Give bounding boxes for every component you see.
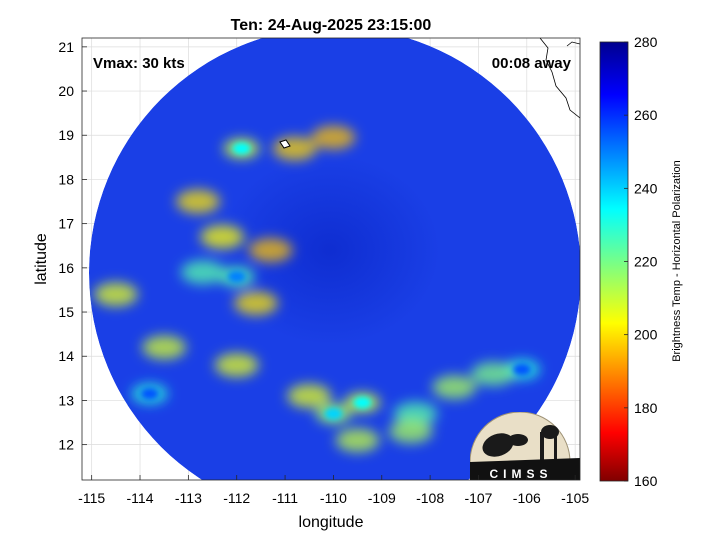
colorbar-tick-label: 240 <box>634 180 658 196</box>
x-tick-label: -106 <box>513 490 541 506</box>
x-tick-label: -111 <box>272 490 298 506</box>
colorbar-tick-label: 220 <box>634 254 658 270</box>
chart-title: Ten: 24-Aug-2025 23:15:00 <box>231 17 432 34</box>
cloud-feature <box>176 189 221 214</box>
x-tick-label: -114 <box>127 490 154 506</box>
cold-cloud-core <box>324 407 343 420</box>
cloud-feature <box>248 238 293 263</box>
cloud-feature <box>388 419 433 444</box>
cloud-feature <box>142 335 187 360</box>
x-tick-label: -107 <box>464 490 492 506</box>
y-tick-label: 19 <box>58 127 74 143</box>
x-tick-label: -115 <box>78 490 105 506</box>
logo-text: CIMSS <box>489 467 552 481</box>
y-tick-label: 12 <box>58 437 74 453</box>
cold-cloud-core <box>232 142 251 155</box>
cloud-feature <box>335 428 380 453</box>
cloud-feature <box>287 384 332 409</box>
y-tick-label: 14 <box>58 348 74 364</box>
cold-cloud-core <box>353 396 372 409</box>
colorbar-tick-label: 200 <box>634 327 658 343</box>
y-tick-label: 16 <box>58 260 74 276</box>
y-tick-label: 21 <box>58 39 74 55</box>
x-tick-label: -113 <box>175 490 202 506</box>
x-tick-label: -109 <box>368 490 396 506</box>
x-axis-label: longitude <box>299 514 364 531</box>
cloud-feature <box>93 282 138 307</box>
y-tick-label: 18 <box>58 171 74 187</box>
cloud-feature <box>214 353 259 378</box>
cloud-feature <box>180 260 225 285</box>
cold-cloud-core <box>512 363 531 376</box>
cold-cloud-core <box>140 387 159 400</box>
x-tick-label: -112 <box>223 490 250 506</box>
cloud-feature <box>470 361 515 386</box>
cold-cloud-core <box>227 270 246 283</box>
island-outline <box>279 139 291 149</box>
x-tick-label: -105 <box>561 490 589 506</box>
colorbar-tick-label: 280 <box>634 34 658 50</box>
y-tick-label: 13 <box>58 392 74 408</box>
colorbar-label: Brightness Temp - Horizontal Polarizatio… <box>671 160 683 362</box>
x-tick-label: -110 <box>320 490 347 506</box>
colorbar-tick-label: 180 <box>634 400 658 416</box>
colorbar-tick-label: 160 <box>634 473 658 489</box>
brightness-temp-swath <box>89 38 580 480</box>
vmax-label: Vmax: 30 kts <box>93 55 185 72</box>
cloud-feature <box>234 291 279 316</box>
x-axis: -115 -114 -113 -112 -111 -110 -109 -108 -107 -106… <box>78 475 589 506</box>
cimss-logo: CIMSS <box>470 412 580 481</box>
y-tick-label: 17 <box>58 216 74 232</box>
cloud-feature <box>272 136 317 161</box>
y-axis-label: latitude <box>33 233 50 285</box>
y-axis: 12 13 14 15 16 17 18 19 20 21 <box>58 39 87 453</box>
time-away-label: 00:08 away <box>492 55 572 72</box>
cloud-feature <box>393 401 438 426</box>
colorbar-ticks: 160 180 200 220 240 260 280 <box>624 34 658 489</box>
plot-frame <box>81 37 581 481</box>
coastline <box>539 38 580 119</box>
y-tick-label: 15 <box>58 304 74 320</box>
cloud-feature <box>311 125 356 150</box>
cloud-feature <box>200 224 245 249</box>
colorbar <box>599 41 629 482</box>
colorbar-tick-label: 260 <box>634 107 658 123</box>
x-tick-label: -108 <box>416 490 444 506</box>
cloud-feature <box>432 375 477 400</box>
y-tick-label: 20 <box>58 83 74 99</box>
